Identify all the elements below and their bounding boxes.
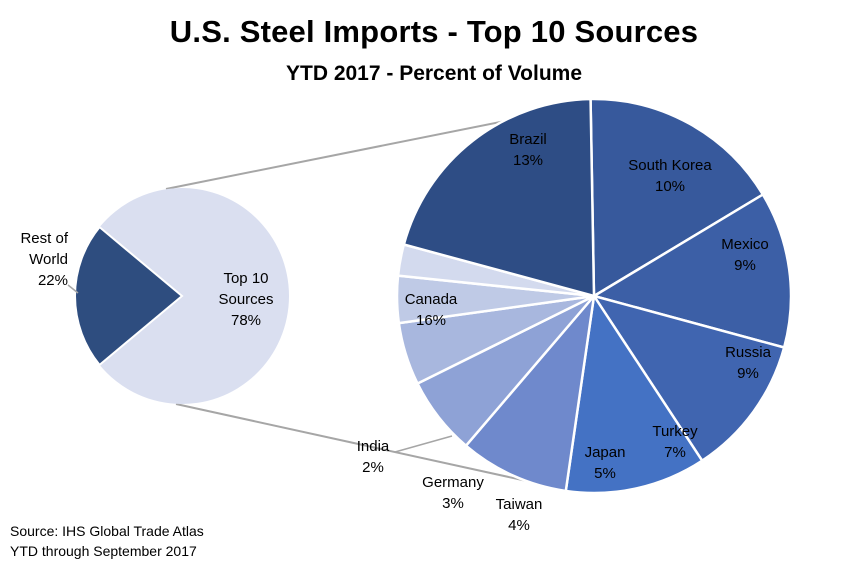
slice-turkey <box>464 294 596 493</box>
leader-india <box>394 435 453 453</box>
label-top-10-sources: Top 10 Sources 78% <box>218 270 273 329</box>
slice-russia <box>564 294 704 495</box>
source-date-note: YTD through September 2017 <box>10 543 197 559</box>
label-brazil: Brazil 13% <box>509 131 547 169</box>
label-mexico: Mexico 9% <box>721 236 769 274</box>
slice-mexico <box>592 294 786 462</box>
slice-brazil <box>589 97 765 298</box>
slice-top-10-sources <box>99 188 290 405</box>
chart-subtitle: YTD 2017 - Percent of Volume <box>285 62 583 85</box>
label-germany: Germany 3% <box>422 474 484 512</box>
chart-title: U.S. Steel Imports - Top 10 Sources <box>169 14 699 49</box>
slice-rest-of-world <box>74 225 184 367</box>
label-rest-of-world: Rest of World 22% <box>20 230 68 289</box>
breakdown-pie <box>395 97 793 495</box>
label-taiwan: Taiwan 4% <box>496 496 543 534</box>
source-note: Source: IHS Global Trade Atlas <box>10 523 204 539</box>
slice-labels: Rest of World 22% Top 10 Sources 78% Brazil 13%… <box>20 131 771 534</box>
connector-bottom <box>175 403 569 491</box>
label-japan: Japan 5% <box>585 444 626 482</box>
label-turkey: Turkey 7% <box>652 423 698 461</box>
leader-rest-of-world <box>67 284 79 294</box>
label-russia: Russia 9% <box>725 344 772 382</box>
label-canada: Canada 16% <box>405 291 458 329</box>
overview-pie <box>74 188 290 405</box>
label-south-korea: South Korea 10% <box>628 157 712 195</box>
label-india: India 2% <box>357 438 390 476</box>
slice-canada <box>402 97 596 298</box>
